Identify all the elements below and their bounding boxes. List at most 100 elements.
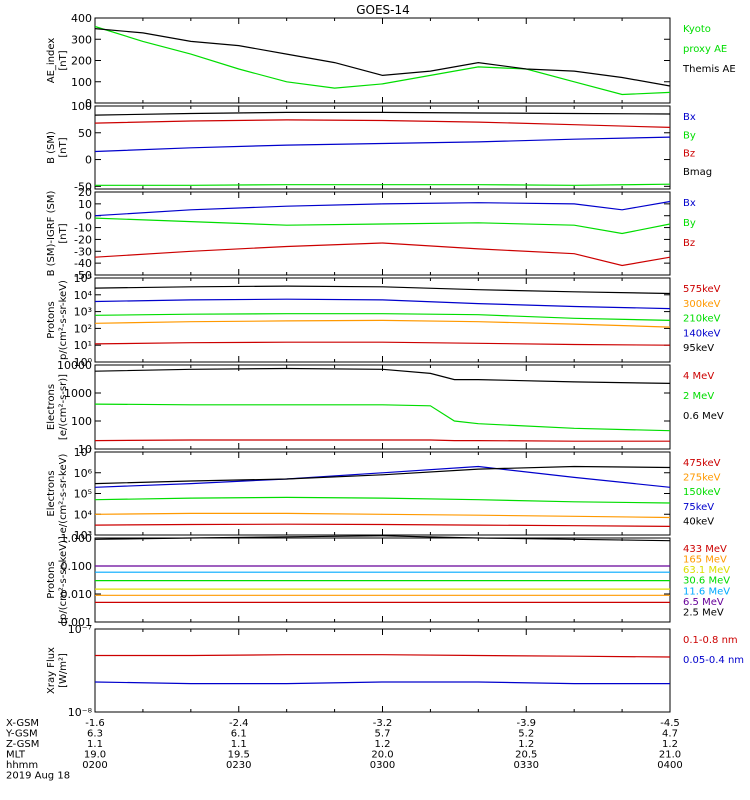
y-tick-label: 400 [71,12,92,25]
y-tick-label: 10² [74,322,92,335]
y-tick-label: 200 [71,55,92,68]
y-tick-label: 10³ [74,529,92,542]
y-axis-label: Electrons [46,470,57,516]
series-line-275kev [94,512,671,519]
y-tick-label: -20 [74,233,92,246]
x-axis-value: 19.0 [84,750,106,761]
legend-label: Bx [683,112,696,123]
x-axis-value: -2.4 [229,718,249,729]
panel-7: 0.001 0.010 0.100 1.000 Protons [p/(cm²-s-sr-… [46,532,730,629]
panel-8: 10⁻⁸ 10⁻⁷ Xray Flux [W/m²] 0.1-0.8 nm 0.05-0.… [46,623,744,719]
panel-frame [94,105,671,190]
legend-label: 433 MeV [683,544,727,555]
x-axis-value: 20.5 [515,750,537,761]
y-tick-label: 10¹ [74,339,92,352]
y-tick-label: 10 [78,198,92,211]
legend-label: 0.05-0.4 nm [683,655,744,666]
y-tick-label: 0 [85,97,92,110]
series-line-2-mev [94,403,671,432]
x-axis-value: 1.1 [231,739,247,750]
legend-label: 11.6 MeV [683,586,730,597]
legend-label: Themis AE [682,64,736,75]
y-tick-label: 1.000 [61,532,93,545]
y-tick-label: 0 [85,154,92,167]
y-axis-label: [p/(cm²-s-sr-keV)] [58,536,69,624]
legend-label: 575keV [683,284,721,295]
y-tick-label: 10⁶ [74,467,93,480]
x-axis-value: 19.5 [228,750,250,761]
series-line-bx [94,200,671,217]
x-axis-value: 1.2 [518,739,534,750]
x-axis-value: 0300 [370,760,395,771]
legend-label: 4 MeV [683,371,714,382]
y-tick-label: 10 [78,443,92,456]
y-tick-label: 100 [71,100,92,113]
panel-2: -50 0 50 100 B (SM) [nT] Bx By Bz Bmag [46,100,712,193]
plot-date: 2019 Aug 18 [6,771,70,782]
y-tick-label: 10⁻⁷ [68,623,92,636]
y-axis-label: [e/(cm²-s-sr)] [58,374,69,440]
series-line-bx [94,136,671,153]
series-line-0-05-0-4-nm [94,681,670,685]
series-line-4-mev [94,439,670,442]
legend-label: 40keV [683,516,714,527]
y-tick-label: 10⁷ [74,446,92,459]
series-line-kyoto-proxy-ae [94,25,671,96]
series-line-bmag [94,111,671,116]
legend-label: 2 MeV [683,391,714,402]
x-axis-row-label: Z-GSM [6,739,39,750]
x-axis-value: 0400 [657,760,682,771]
y-tick-label: 1000 [64,387,92,400]
y-tick-label: 300 [71,33,92,46]
legend-label: 275keV [683,473,721,484]
panel-frame [94,364,671,450]
legend-label: 2.5 MeV [683,607,724,618]
y-tick-label: 50 [78,127,92,140]
y-axis-label: AE_index [46,38,57,84]
y-axis-label: Protons [46,561,57,598]
legend-label: Bx [683,198,696,209]
y-tick-label: 0.001 [61,616,93,629]
panel-6: 10³ 10⁴ 10⁵ 10⁶ 10⁷ Electrons e/(cm²-s-sr-keV)… [46,446,721,542]
y-tick-label: 10³ [74,306,92,319]
x-axis-value: 0230 [226,760,251,771]
y-tick-label: 0.100 [61,560,93,573]
legend-label: By [683,218,696,229]
series-line-0-1-0-8-nm [95,654,671,658]
series-line-210kev [94,313,671,321]
x-axis-value: 6.3 [87,729,103,740]
y-axis-label: e/(cm²-s-sr-keV) [58,454,69,534]
series-line-575kev [94,341,671,346]
panel-5: 10 100 1000 10000 Electrons [e/(cm²-s-sr)] 4 M… [46,359,724,456]
y-tick-label: 10⁰ [74,356,93,369]
x-axis-row-label: hhmm [6,760,38,771]
series-line-bz [94,242,671,267]
legend-label: Bz [683,238,695,249]
y-tick-label: 20 [78,186,92,199]
y-axis-label: Xray Flux [46,647,57,694]
y-tick-label: 10000 [57,359,92,372]
legend-label: Bz [683,149,695,160]
y-tick-label: 100 [71,415,92,428]
y-tick-label: -40 [74,257,92,270]
series-line-40kev [94,465,671,485]
legend-label: proxy AE [683,44,727,55]
y-tick-label: 10⁵ [74,488,92,501]
series-line-by [94,217,671,235]
legend-label: By [683,130,696,141]
panel-frame [94,628,671,713]
x-axis-value: 0330 [514,760,539,771]
x-axis-value: -1.6 [85,718,105,729]
legend-label: Kyoto [683,24,711,35]
y-tick-label: -50 [74,180,92,193]
legend-label: 75keV [683,502,714,513]
y-tick-label: 10⁵ [74,272,92,285]
x-axis-value: -4.5 [660,718,680,729]
legend-label: 0.1-0.8 nm [683,635,738,646]
legend-label: 165 MeV [683,555,727,566]
y-axis-label: [nT] [58,137,69,157]
x-axis-labels: X-GSMY-GSMZ-GSMMLThhmm-1.66.31.119.00200… [5,718,683,782]
